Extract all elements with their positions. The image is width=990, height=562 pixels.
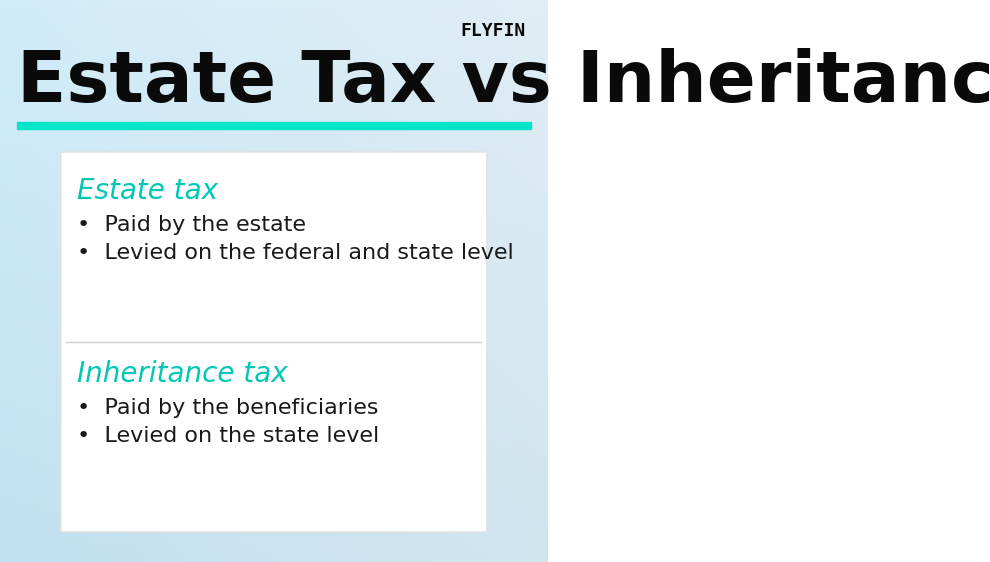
Text: Estate Tax vs Inheritance Tax: Estate Tax vs Inheritance Tax (17, 48, 990, 117)
Text: Estate tax: Estate tax (77, 177, 219, 205)
Text: FLYFIN: FLYFIN (460, 22, 526, 40)
Text: •  Levied on the federal and state level: • Levied on the federal and state level (77, 243, 514, 263)
FancyArrow shape (17, 121, 532, 129)
Text: Inheritance tax: Inheritance tax (77, 360, 288, 388)
Text: •  Paid by the estate: • Paid by the estate (77, 215, 307, 235)
FancyBboxPatch shape (60, 152, 487, 532)
Text: •  Paid by the beneficiaries: • Paid by the beneficiaries (77, 398, 379, 418)
Text: •  Levied on the state level: • Levied on the state level (77, 426, 380, 446)
